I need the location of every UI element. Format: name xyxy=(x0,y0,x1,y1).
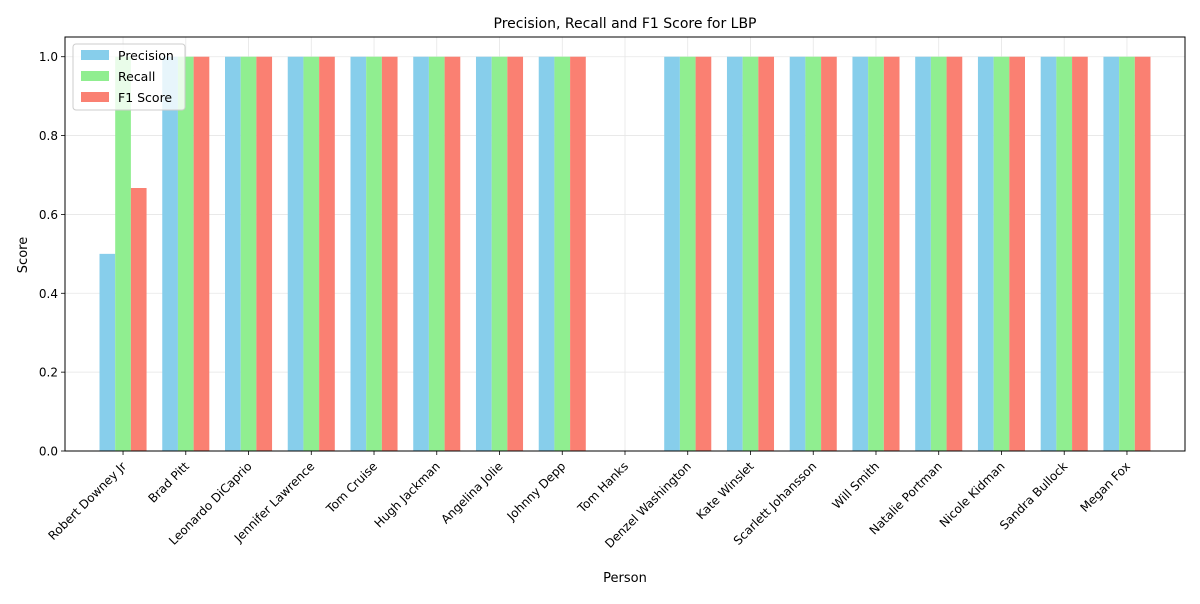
bar-f1-score xyxy=(1134,56,1151,451)
bar-f1-score xyxy=(193,56,210,451)
bar-recall xyxy=(240,56,257,451)
x-tick-label: Sandra Bullock xyxy=(997,459,1070,532)
bar-recall xyxy=(1056,56,1073,451)
bar-f1-score xyxy=(130,188,147,452)
bar-recall xyxy=(115,56,131,451)
chart-title: Precision, Recall and F1 Score for LBP xyxy=(494,16,757,32)
legend-label: Precision xyxy=(118,48,174,63)
bar-f1-score xyxy=(695,56,712,451)
bar-precision xyxy=(162,56,178,451)
x-tick-label: Angelina Jolie xyxy=(438,459,505,526)
x-tick-label: Will Smith xyxy=(830,459,883,512)
y-tick-label: 0.8 xyxy=(39,129,58,143)
bar-precision xyxy=(225,56,241,451)
bar-f1-score xyxy=(1009,56,1025,451)
x-tick-label: Tom Hanks xyxy=(574,459,631,516)
bar-precision xyxy=(664,56,680,451)
x-tick-label: Hugh Jackman xyxy=(372,459,443,530)
y-axis-ticks: 0.0 0.2 0.4 0.6 0.8 1.0 xyxy=(39,50,65,459)
bar-f1-score xyxy=(381,56,398,451)
y-tick-label: 0.4 xyxy=(39,287,58,301)
bar-precision xyxy=(99,253,116,451)
bar-precision xyxy=(1040,56,1057,451)
legend: Precision Recall F1 Score xyxy=(72,43,186,111)
bar-recall xyxy=(491,56,508,451)
bar-f1-score xyxy=(883,56,900,451)
bars xyxy=(99,56,1151,452)
bar-f1-score xyxy=(570,56,586,451)
bar-recall xyxy=(679,56,696,451)
bar-precision xyxy=(977,56,994,451)
bar-f1-score xyxy=(1072,56,1088,451)
x-tick-label: Tom Cruise xyxy=(323,459,380,516)
bar-recall xyxy=(554,56,571,451)
bar-precision xyxy=(287,56,304,451)
bar-recall xyxy=(868,56,884,451)
bar-recall xyxy=(742,56,759,451)
bar-recall xyxy=(993,56,1010,451)
bar-recall xyxy=(366,56,382,451)
bar-f1-score xyxy=(319,56,335,451)
y-tick-label: 0.2 xyxy=(39,366,58,380)
legend-label: Recall xyxy=(118,69,155,84)
bar-f1-score xyxy=(946,56,963,451)
bar-recall xyxy=(177,56,194,451)
y-axis-label: Score xyxy=(16,237,31,273)
bar-f1-score xyxy=(758,56,775,451)
x-tick-label: Johnny Depp xyxy=(504,459,569,524)
bar-precision xyxy=(413,56,429,451)
bar-precision xyxy=(852,56,869,451)
legend-swatch xyxy=(81,71,109,81)
bar-precision xyxy=(726,56,743,451)
bar-precision xyxy=(915,56,931,451)
bar-recall xyxy=(303,56,320,451)
legend-swatch xyxy=(81,50,109,60)
bar-precision xyxy=(789,56,806,451)
x-tick-label: Robert Downey Jr xyxy=(45,459,129,543)
legend-label: F1 Score xyxy=(118,90,172,105)
y-tick-label: 0.6 xyxy=(39,208,58,222)
x-tick-label: Nicole Kidman xyxy=(937,459,1008,530)
bar-precision xyxy=(538,56,555,451)
legend-swatch xyxy=(81,92,109,102)
x-tick-label: Megan Fox xyxy=(1077,459,1133,515)
bar-f1-score xyxy=(444,56,461,451)
x-tick-label: Kate Winslet xyxy=(694,459,757,522)
bar-recall xyxy=(428,56,445,451)
bar-precision xyxy=(475,56,492,451)
x-tick-label: Brad Pitt xyxy=(145,459,192,506)
bar-f1-score xyxy=(256,56,273,451)
bar-f1-score xyxy=(821,56,837,451)
bar-recall xyxy=(805,56,822,451)
bar-f1-score xyxy=(507,56,524,451)
bar-recall xyxy=(930,56,947,451)
x-axis-label: Person xyxy=(603,571,647,586)
bar-precision xyxy=(350,56,367,451)
y-tick-label: 1.0 xyxy=(39,50,58,64)
bar-precision xyxy=(1103,56,1120,451)
bar-recall xyxy=(1119,56,1135,451)
y-tick-label: 0.0 xyxy=(39,445,58,459)
